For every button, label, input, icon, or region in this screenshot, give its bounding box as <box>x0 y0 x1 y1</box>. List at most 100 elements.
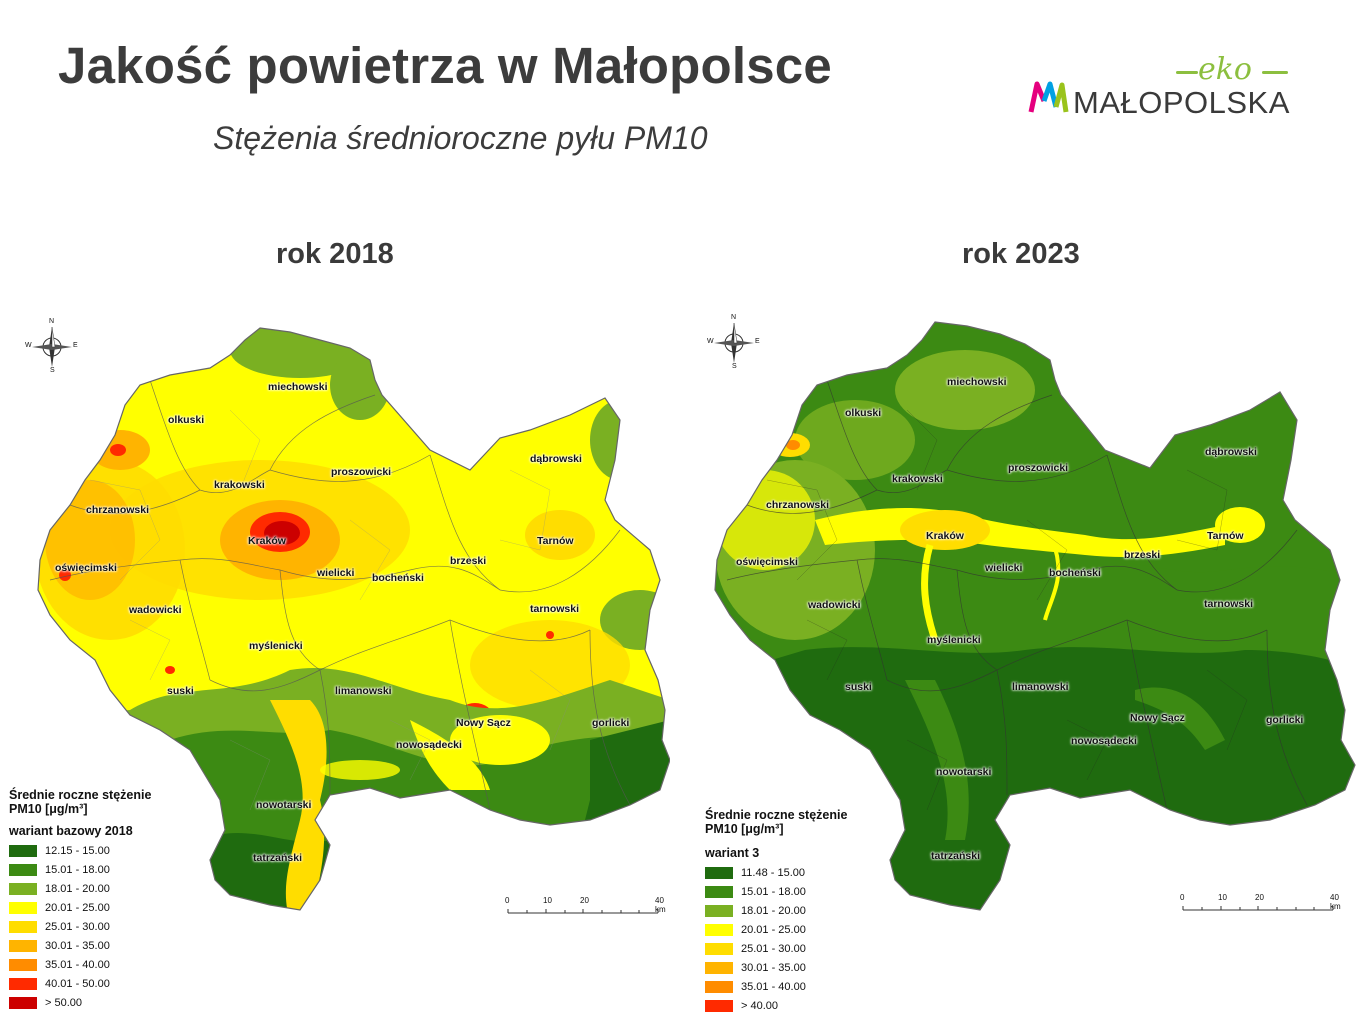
scale-bar-2018: 0 10 20 40 km <box>505 896 666 920</box>
map-2018-raster <box>37 327 670 911</box>
label-brzeski-2018: brzeski <box>450 555 487 567</box>
map-2018-legend-swatch <box>9 901 37 914</box>
scale-bar-2023: 0 10 20 40 km <box>1180 893 1345 917</box>
label-krakow-2023: Kraków <box>926 530 964 542</box>
map-2018-legend-row: 18.01 - 20.00 <box>9 879 169 898</box>
label-miechowski-2023: miechowski <box>947 376 1007 388</box>
compass-rose-2018-icon: N E S W <box>25 318 78 374</box>
label-tatrzanski-2018: tatrzański <box>253 852 303 864</box>
map-2023-legend-label: 25.01 - 30.00 <box>741 942 806 955</box>
eko-malopolska-logo: eko MAŁOPOLSKA <box>1028 52 1318 132</box>
label-wadowicki-2018: wadowicki <box>129 604 182 616</box>
map-2018-legend-row: 25.01 - 30.00 <box>9 917 169 936</box>
compass-n: N <box>49 318 55 325</box>
label-suski-2023: suski <box>845 681 872 693</box>
map-2023 <box>705 320 1365 920</box>
label-limanowski-2023: limanowski <box>1012 681 1069 693</box>
map-2023-legend-row: 20.01 - 25.00 <box>705 920 865 939</box>
label-chrzanowski-2023: chrzanowski <box>766 499 830 511</box>
map-2023-raster <box>714 321 1356 911</box>
label-nowosadecki-2023: nowosądecki <box>1071 735 1137 747</box>
compass-s: S <box>50 367 55 374</box>
left-map-year: rok 2018 <box>276 238 394 270</box>
legend-rows-2023: 11.48 - 15.00 15.01 - 18.00 18.01 - 20.00 2… <box>705 863 865 1015</box>
label-gorlicki-2023: gorlicki <box>1266 714 1304 726</box>
label-oswiecimski-2018: oświęcimski <box>55 562 117 574</box>
label-nowotarski-2018: nowotarski <box>256 799 312 811</box>
legend-rows-2018: 12.15 - 15.00 15.01 - 18.00 18.01 - 20.00 2… <box>9 841 169 1012</box>
map-2018-legend-swatch <box>9 939 37 952</box>
compass-w-2023: W <box>707 338 714 345</box>
map-2018-legend-label: 15.01 - 18.00 <box>45 863 110 876</box>
map-2023-legend-swatch <box>705 999 733 1012</box>
label-gorlicki-2018: gorlicki <box>592 717 630 729</box>
map-2023-legend-label: > 40.00 <box>741 999 779 1012</box>
map-2023-legend-swatch <box>705 866 733 879</box>
map-2023-legend-label: 35.01 - 40.00 <box>741 980 806 993</box>
map-2018-legend-row: 20.01 - 25.00 <box>9 898 169 917</box>
map-2018-legend-row: 35.01 - 40.00 <box>9 955 169 974</box>
label-bochenski-2018: bocheński <box>372 572 424 584</box>
label-wielicki-2018: wielicki <box>317 567 355 579</box>
map-2023-legend-label: 30.01 - 35.00 <box>741 961 806 974</box>
compass-n-2023: N <box>731 314 737 321</box>
map-2018-legend-row: 15.01 - 18.00 <box>9 860 169 879</box>
scale-label-10-2023: 10 <box>1218 893 1227 902</box>
map-2023-legend-row: 18.01 - 20.00 <box>705 901 865 920</box>
logo-wordmark: MAŁOPOLSKA <box>1073 85 1290 120</box>
map-2023-legend-row: 11.48 - 15.00 <box>705 863 865 882</box>
map-2018-legend-swatch <box>9 863 37 876</box>
map-2023-legend-row: > 40.00 <box>705 996 865 1015</box>
map-2023-legend-label: 11.48 - 15.00 <box>741 866 806 879</box>
label-dabrowski-2023: dąbrowski <box>1205 446 1257 458</box>
label-wadowicki-2023: wadowicki <box>808 599 861 611</box>
label-limanowski-2018: limanowski <box>335 685 392 697</box>
compass-e: E <box>73 342 78 349</box>
label-suski-2018: suski <box>167 685 194 697</box>
label-krakowski-2023: krakowski <box>892 473 943 485</box>
legend-title-2018: Średnie roczne stężenie PM10 [μg/m³] <box>9 788 152 816</box>
label-olkuski-2018: olkuski <box>168 414 205 426</box>
map-2023-legend-swatch <box>705 923 733 936</box>
label-tarnow-2023: Tarnów <box>1207 530 1244 542</box>
legend-2023: Średnie roczne stężenie PM10 [μg/m³] war… <box>705 800 865 1022</box>
map-2018-legend-label: 12.15 - 15.00 <box>45 844 110 857</box>
map-2023-legend-label: 15.01 - 18.00 <box>741 885 806 898</box>
map-2023-legend-swatch <box>705 904 733 917</box>
label-olkuski-2023: olkuski <box>845 407 882 419</box>
logo-m-mark-icon <box>1028 81 1069 113</box>
page-subtitle: Stężenia średnioroczne pyłu PM10 <box>213 120 708 156</box>
map-2023-legend-row: 35.01 - 40.00 <box>705 977 865 996</box>
scale-label-0: 0 <box>505 896 510 905</box>
scale-label-20: 20 <box>580 896 589 905</box>
map-2023-legend-label: 18.01 - 20.00 <box>741 904 806 917</box>
compass-e-2023: E <box>755 338 760 345</box>
map-2018-legend-label: > 50.00 <box>45 996 83 1009</box>
right-map-year: rok 2023 <box>962 238 1080 270</box>
label-tarnowski-2018: tarnowski <box>530 603 580 615</box>
map-2018-legend-swatch <box>9 882 37 895</box>
map-2018-legend-swatch <box>9 844 37 857</box>
map-2023-legend-swatch <box>705 942 733 955</box>
legend-variant-2023: wariant 3 <box>705 846 760 860</box>
map-2018-legend-swatch <box>9 977 37 990</box>
legend-title-2023: Średnie roczne stężenie PM10 [μg/m³] <box>705 808 848 836</box>
map-2018-legend-label: 30.01 - 35.00 <box>45 939 110 952</box>
label-brzeski-2023: brzeski <box>1124 549 1161 561</box>
map-2018-legend-swatch <box>9 958 37 971</box>
map-2018-legend-label: 40.01 - 50.00 <box>45 977 110 990</box>
legend-variant-2018: wariant bazowy 2018 <box>9 824 133 838</box>
compass-s-2023: S <box>732 363 737 370</box>
map-2018-legend-swatch <box>9 920 37 933</box>
label-nowosadecki-2018: nowosądecki <box>396 739 462 751</box>
logo-line-right <box>1262 71 1288 74</box>
map-2018-legend-row: > 50.00 <box>9 993 169 1012</box>
map-2023-legend-row: 30.01 - 35.00 <box>705 958 865 977</box>
label-myslenicki-2018: myślenicki <box>249 640 303 652</box>
scale-label-0-2023: 0 <box>1180 893 1185 902</box>
label-proszowicki-2023: proszowicki <box>1008 462 1069 474</box>
label-nowy-sacz-2018: Nowy Sącz <box>456 717 511 729</box>
map-2018-legend-row: 40.01 - 50.00 <box>9 974 169 993</box>
page-title: Jakość powietrza w Małopolsce <box>58 37 832 94</box>
scale-label-10: 10 <box>543 896 552 905</box>
